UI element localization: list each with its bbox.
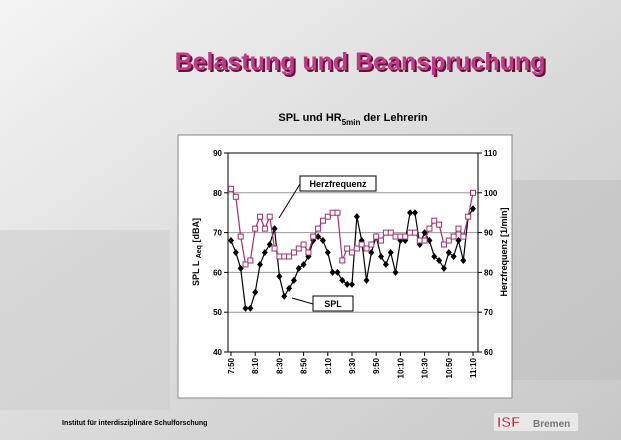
marker xyxy=(383,230,388,235)
x-tick-label: 9:30 xyxy=(348,357,357,374)
x-tick-label: 9:50 xyxy=(372,357,381,374)
marker xyxy=(393,234,398,239)
y2-axis-label: Herzfrequenz [1/min] xyxy=(499,207,509,296)
marker xyxy=(243,262,248,267)
y2-tick-label: 80 xyxy=(484,268,493,277)
marker xyxy=(253,226,258,231)
marker xyxy=(369,242,374,247)
x-tick-label: 9:10 xyxy=(324,357,333,374)
marker xyxy=(451,234,456,239)
marker xyxy=(335,210,340,215)
marker xyxy=(456,226,461,231)
marker xyxy=(408,230,413,235)
y-tick-label: 60 xyxy=(213,268,222,277)
marker xyxy=(350,250,355,255)
marker xyxy=(262,226,267,231)
marker xyxy=(301,242,306,247)
y-tick-label: 50 xyxy=(213,308,222,317)
marker xyxy=(277,254,282,259)
slide: Belastung und Beanspruchung Belastung un… xyxy=(0,0,621,440)
title-main: SPL und HR xyxy=(278,112,341,124)
marker xyxy=(422,238,427,243)
ylabel-main: SPL L xyxy=(191,260,201,286)
marker xyxy=(233,194,238,199)
marker xyxy=(441,242,446,247)
y2-tick-label: 60 xyxy=(484,348,493,357)
marker xyxy=(320,218,325,223)
marker xyxy=(325,214,330,219)
y-tick-label: 40 xyxy=(213,348,222,357)
title-suffix: der Lehrerin xyxy=(363,112,427,124)
y2-tick-label: 90 xyxy=(484,229,493,238)
marker xyxy=(437,222,442,227)
x-tick-label: 8:10 xyxy=(251,357,260,374)
heading: Belastung und Beanspruchung xyxy=(175,48,546,76)
marker xyxy=(417,238,422,243)
marker xyxy=(345,246,350,251)
marker xyxy=(267,214,272,219)
marker xyxy=(291,250,296,255)
marker xyxy=(412,230,417,235)
marker xyxy=(398,234,403,239)
marker xyxy=(446,238,451,243)
marker xyxy=(238,234,243,239)
marker xyxy=(311,234,316,239)
marker xyxy=(461,234,466,239)
y-tick-label: 80 xyxy=(213,189,222,198)
marker xyxy=(287,254,292,259)
logo-mark: ISF xyxy=(497,414,520,431)
ylabel-subscript: Aeq xyxy=(196,245,203,258)
marker xyxy=(403,234,408,239)
marker xyxy=(340,258,345,263)
marker xyxy=(330,210,335,215)
marker xyxy=(374,234,379,239)
marker xyxy=(432,218,437,223)
marker xyxy=(427,226,432,231)
marker xyxy=(354,246,359,251)
x-tick-label: 7:50 xyxy=(227,357,236,374)
photo-shade xyxy=(0,230,170,410)
marker xyxy=(388,230,393,235)
footer: Institut für interdisziplinäre Schulfors… xyxy=(62,420,207,427)
marker xyxy=(229,186,234,191)
y-tick-label: 90 xyxy=(213,149,222,158)
x-tick-label: 8:50 xyxy=(300,357,309,374)
x-tick-label: 11:10 xyxy=(469,357,478,378)
ylabel-suffix: [dBA] xyxy=(191,218,201,243)
marker xyxy=(282,254,287,259)
marker xyxy=(258,214,263,219)
y2-tick-label: 110 xyxy=(484,149,497,158)
y2-tick-label: 100 xyxy=(484,189,498,198)
marker xyxy=(471,190,476,195)
marker xyxy=(379,238,384,243)
legend-label: Herzfrequenz xyxy=(309,179,367,189)
marker xyxy=(316,226,321,231)
marker xyxy=(306,250,311,255)
marker xyxy=(466,214,471,219)
x-tick-label: 10:30 xyxy=(421,357,430,378)
marker xyxy=(296,246,301,251)
marker xyxy=(248,258,253,263)
logo-text: Bremen xyxy=(533,419,570,430)
legend-label: SPL xyxy=(324,299,342,309)
y-tick-label: 70 xyxy=(213,229,222,238)
marker xyxy=(359,242,364,247)
marker xyxy=(272,246,277,251)
marker xyxy=(364,246,369,251)
x-tick-label: 8:30 xyxy=(275,357,284,374)
title-subscript: 5min xyxy=(342,118,361,127)
x-tick-label: 10:10 xyxy=(396,357,405,378)
x-tick-label: 10:50 xyxy=(445,357,454,378)
y2-tick-label: 70 xyxy=(484,308,493,317)
